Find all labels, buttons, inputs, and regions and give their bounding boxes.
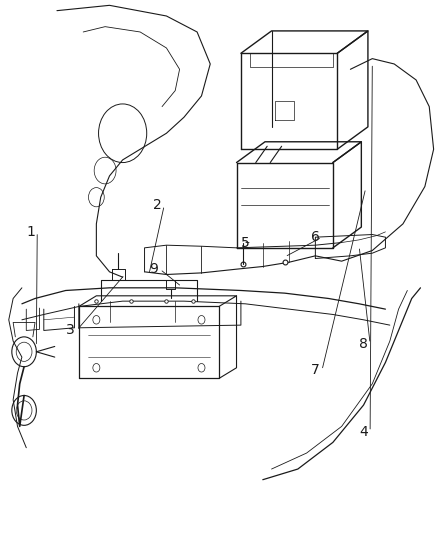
Text: 1: 1 (26, 225, 35, 239)
Text: 9: 9 (149, 262, 158, 276)
Text: 5: 5 (241, 236, 250, 249)
Text: 3: 3 (66, 324, 74, 337)
Text: 6: 6 (311, 230, 320, 244)
Text: 2: 2 (153, 198, 162, 212)
Text: 7: 7 (311, 364, 320, 377)
Text: 8: 8 (359, 337, 368, 351)
Text: 4: 4 (359, 425, 368, 439)
